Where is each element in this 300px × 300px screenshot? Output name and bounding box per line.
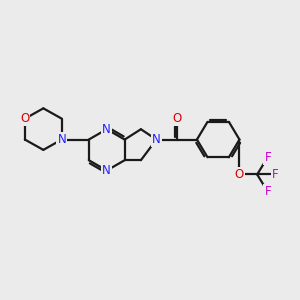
Text: N: N [102,164,111,177]
Text: N: N [102,123,111,136]
Text: N: N [57,133,66,146]
Text: F: F [264,151,271,164]
Text: N: N [152,133,161,146]
Text: O: O [20,112,29,125]
Text: F: F [272,168,278,181]
Text: O: O [235,168,244,181]
Text: F: F [264,185,271,198]
Text: O: O [173,112,182,125]
